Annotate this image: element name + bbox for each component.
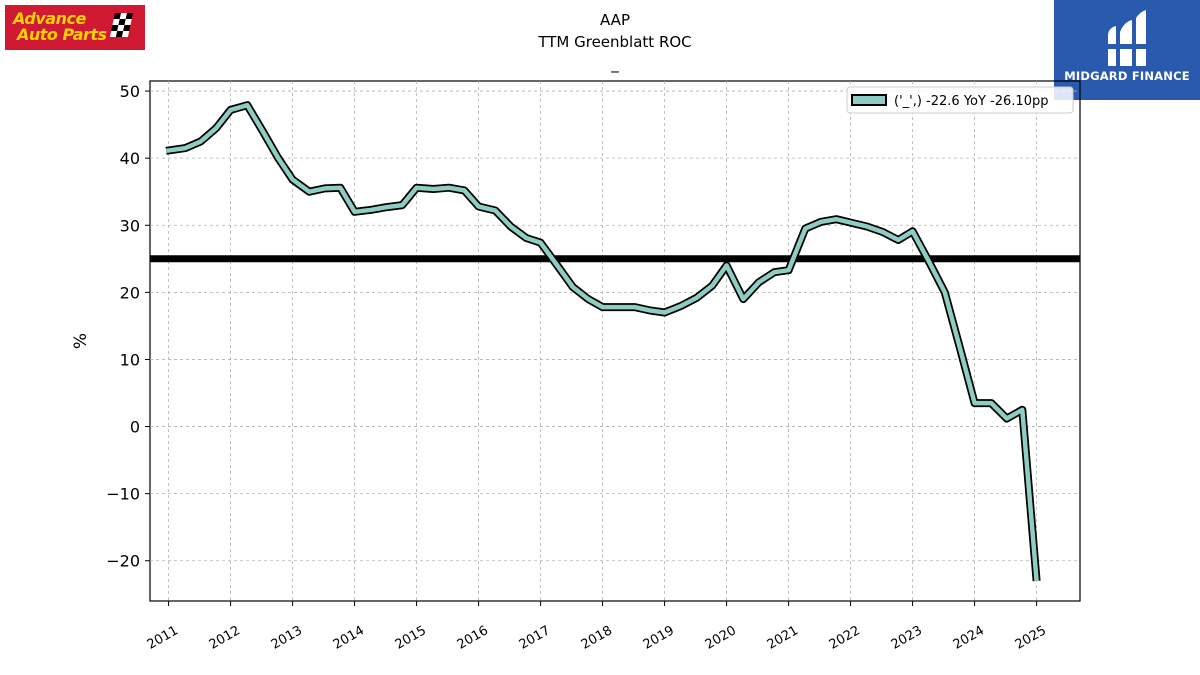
x-tick-label: 2023 [889, 623, 925, 653]
y-tick-label: 40 [120, 149, 140, 168]
y-tick-label: −10 [106, 485, 140, 504]
midgard-mark-icon [1104, 10, 1150, 66]
plot-frame [149, 80, 1081, 602]
legend-label: ('_',) -22.6 YoY -26.10pp [894, 94, 1048, 109]
y-axis-ticks: 50 40 30 20 10 0 −10 −20 [106, 82, 150, 571]
y-tick-label: 10 [120, 350, 140, 369]
y-tick-label: −20 [106, 552, 140, 571]
x-tick-label: 2021 [765, 623, 801, 653]
y-tick-label: 20 [120, 283, 140, 302]
x-tick-label: 2025 [1013, 623, 1049, 653]
x-tick-label: 2014 [331, 623, 367, 653]
logo-text-line2: Auto Parts [17, 25, 107, 44]
series-line-outline [165, 101, 1041, 582]
chart-title: AAP [600, 11, 630, 29]
x-tick-label: 2019 [641, 623, 677, 653]
legend-box [846, 86, 1074, 114]
advance-auto-parts-logo: Advance Auto Parts [5, 5, 145, 50]
logo-text-line1: Advance [13, 9, 86, 28]
x-tick-label: 2015 [393, 623, 429, 653]
x-tick-label: 2016 [455, 623, 491, 653]
x-tick-label: 2020 [703, 623, 739, 653]
x-tick-label: 2013 [269, 623, 305, 653]
midgard-finance-name: MIDGARD FINANCE [1064, 69, 1190, 83]
series-group [165, 101, 1041, 582]
y-axis-label: % [71, 333, 91, 349]
chart-subtitle-2: _ [611, 55, 619, 73]
x-tick-label: 2017 [517, 623, 553, 653]
grid-lines [150, 81, 1080, 601]
x-axis-ticks: 2011 2012 2013 2014 2015 2016 2017 2018 2019 2020… [145, 601, 1049, 653]
x-tick-label: 2011 [145, 623, 181, 653]
x-tick-label: 2022 [827, 623, 863, 653]
midgard-finance-logo: MIDGARD FINANCE [1054, 0, 1200, 100]
y-tick-label: 50 [120, 82, 140, 101]
y-tick-label: 30 [120, 216, 140, 235]
x-tick-label: 2018 [579, 623, 615, 653]
y-tick-label: 0 [130, 418, 140, 437]
chart-subtitle: TTM Greenblatt ROC [538, 33, 692, 51]
legend: ('_',) -22.6 YoY -26.10pp [846, 86, 1074, 114]
series-line [165, 102, 1039, 582]
x-tick-label: 2024 [951, 623, 987, 653]
checkered-flag-icon [109, 13, 133, 37]
x-tick-label: 2012 [207, 623, 243, 653]
legend-swatch [851, 94, 887, 106]
